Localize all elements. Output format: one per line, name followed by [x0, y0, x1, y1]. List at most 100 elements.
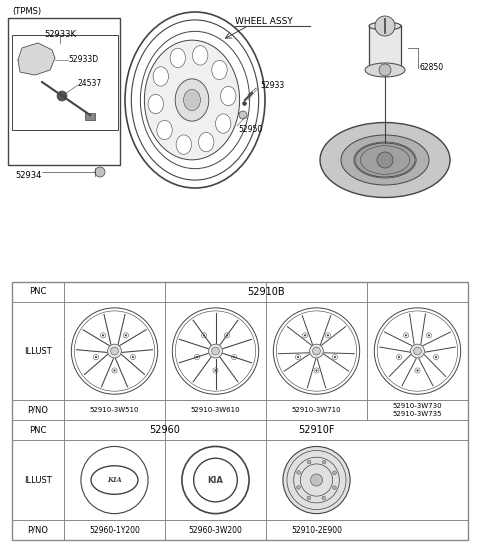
Text: 52960: 52960: [150, 425, 180, 435]
Circle shape: [297, 486, 300, 489]
Ellipse shape: [199, 133, 214, 152]
Circle shape: [95, 167, 105, 177]
Circle shape: [239, 111, 247, 119]
Circle shape: [125, 334, 127, 336]
Ellipse shape: [365, 63, 405, 77]
Circle shape: [57, 91, 67, 101]
Polygon shape: [18, 43, 55, 75]
Text: ILLUST: ILLUST: [24, 346, 52, 356]
Circle shape: [398, 356, 400, 358]
Text: WHEEL ASSY: WHEEL ASSY: [235, 18, 293, 26]
Circle shape: [194, 355, 200, 359]
Circle shape: [435, 356, 437, 358]
Ellipse shape: [148, 94, 163, 113]
Circle shape: [332, 355, 337, 359]
Text: 52910-2E900: 52910-2E900: [291, 526, 342, 534]
Circle shape: [428, 334, 430, 336]
Circle shape: [327, 334, 329, 336]
Circle shape: [312, 347, 320, 355]
Ellipse shape: [216, 114, 231, 133]
Bar: [12, 35, 118, 130]
Circle shape: [202, 333, 207, 338]
Text: PNC: PNC: [29, 426, 47, 435]
Circle shape: [417, 369, 419, 372]
Circle shape: [131, 355, 135, 359]
Circle shape: [315, 369, 318, 372]
Circle shape: [226, 334, 228, 336]
Ellipse shape: [369, 22, 401, 30]
Text: 52910B: 52910B: [247, 287, 285, 297]
Circle shape: [396, 355, 402, 359]
Bar: [8, 18, 120, 165]
Circle shape: [307, 496, 311, 500]
Ellipse shape: [212, 60, 227, 79]
Circle shape: [72, 308, 157, 394]
Circle shape: [314, 368, 319, 373]
Ellipse shape: [157, 121, 172, 140]
Text: KIA: KIA: [107, 476, 122, 484]
Circle shape: [426, 333, 432, 338]
Circle shape: [302, 333, 308, 338]
Circle shape: [231, 355, 237, 359]
Circle shape: [213, 368, 218, 373]
Ellipse shape: [182, 447, 249, 513]
Text: PNC: PNC: [29, 288, 47, 296]
Circle shape: [113, 369, 116, 372]
Circle shape: [94, 355, 98, 359]
Circle shape: [215, 369, 216, 372]
Ellipse shape: [175, 79, 209, 121]
Circle shape: [102, 334, 104, 336]
Circle shape: [224, 333, 229, 338]
Text: 62850: 62850: [420, 64, 444, 72]
Circle shape: [112, 368, 117, 373]
Circle shape: [333, 471, 336, 475]
Circle shape: [333, 486, 336, 489]
Ellipse shape: [221, 87, 236, 106]
Circle shape: [196, 356, 198, 358]
Ellipse shape: [176, 135, 192, 155]
Circle shape: [297, 471, 300, 474]
Circle shape: [203, 334, 205, 336]
Circle shape: [404, 333, 408, 338]
Circle shape: [334, 356, 336, 358]
Circle shape: [410, 344, 424, 358]
Text: (TPMS): (TPMS): [12, 7, 41, 16]
Text: 52960-3W200: 52960-3W200: [189, 526, 242, 534]
Ellipse shape: [192, 45, 208, 65]
Circle shape: [405, 334, 407, 336]
Circle shape: [310, 344, 324, 358]
Bar: [85, 113, 95, 120]
Text: 52910-3W730
52910-3W735: 52910-3W730 52910-3W735: [393, 403, 442, 417]
Circle shape: [379, 64, 391, 76]
Circle shape: [100, 333, 106, 338]
Circle shape: [377, 152, 393, 168]
Circle shape: [433, 355, 439, 359]
Circle shape: [295, 355, 300, 359]
Text: 52960-1Y200: 52960-1Y200: [89, 526, 140, 534]
Circle shape: [415, 368, 420, 373]
Text: 52910-3W710: 52910-3W710: [292, 407, 341, 413]
Text: 52933: 52933: [260, 81, 284, 89]
Circle shape: [172, 308, 259, 394]
Circle shape: [95, 356, 97, 358]
Ellipse shape: [355, 143, 415, 177]
Text: 52910F: 52910F: [298, 425, 335, 435]
Circle shape: [311, 474, 323, 486]
Ellipse shape: [183, 89, 201, 111]
Circle shape: [322, 460, 326, 464]
Text: KIA: KIA: [207, 476, 223, 484]
Circle shape: [209, 344, 222, 358]
Text: 52910-3W610: 52910-3W610: [191, 407, 240, 413]
Circle shape: [325, 333, 331, 338]
Text: 52933D: 52933D: [68, 55, 98, 65]
Text: P/NO: P/NO: [27, 406, 48, 415]
Circle shape: [322, 496, 325, 500]
Circle shape: [110, 347, 119, 355]
Circle shape: [414, 347, 421, 355]
Text: ILLUST: ILLUST: [24, 476, 52, 484]
Circle shape: [375, 16, 395, 36]
Bar: [369, 25, 401, 70]
Circle shape: [273, 308, 360, 394]
Circle shape: [297, 356, 299, 358]
Circle shape: [132, 356, 134, 358]
